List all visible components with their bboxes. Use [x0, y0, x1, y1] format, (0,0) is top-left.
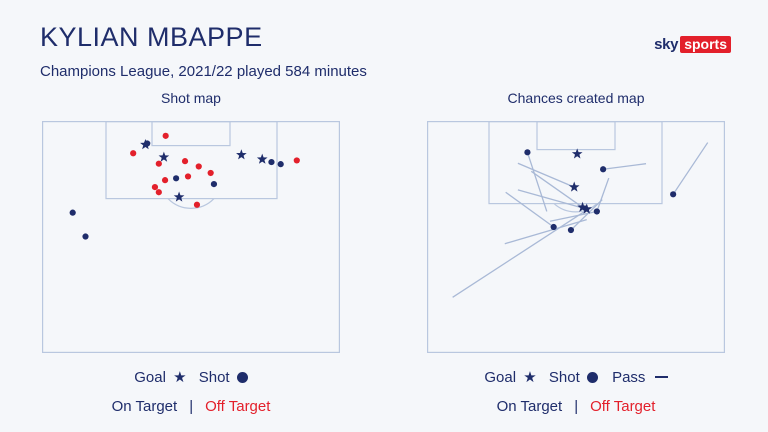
penalty-arc: [553, 203, 598, 213]
shot-map-marks: [69, 132, 300, 240]
pass-line-8: [570, 199, 603, 231]
pass-line-11: [452, 206, 592, 298]
pass-line-7: [505, 191, 555, 228]
shot-dot-marker-17: [293, 157, 300, 164]
penalty-box: [488, 121, 663, 205]
legend-goal-label: Goal: [134, 369, 166, 386]
chances-map-title: Chances created map: [507, 90, 645, 106]
pass-lines: [452, 142, 709, 298]
legend-shot-dot-icon: [236, 372, 248, 383]
chances-map-target-key: On Target | Off Target: [426, 398, 726, 415]
shot-dot-marker-13: [130, 150, 137, 157]
six-yard-box: [536, 121, 616, 151]
goal-star-marker-2: [236, 149, 247, 160]
chances-map-pitch: [427, 121, 725, 353]
shot-dot-marker-15: [155, 160, 162, 167]
shot-dot-marker-14: [181, 158, 189, 165]
legend-shot-dot-icon: [586, 372, 598, 383]
legend-goal-star-icon: ★: [523, 369, 537, 386]
pass-line-3: [672, 142, 709, 195]
shot-dot-marker-7: [593, 208, 600, 215]
shot-dot-marker-19: [161, 177, 169, 184]
shot-dot-marker-8: [550, 223, 557, 231]
chances-map-legend: Goal ★ Shot Pass: [426, 368, 726, 386]
shot-dot-marker-10: [69, 209, 76, 216]
shot-dot-marker-8: [173, 175, 180, 182]
on-target-label: On Target: [111, 398, 178, 415]
pitch-lines: [42, 121, 340, 353]
shot-dot-marker-9: [210, 181, 218, 188]
chances-map-marks: [524, 148, 677, 234]
legend-goal-label: Goal: [484, 369, 517, 386]
off-target-label: Off Target: [590, 398, 656, 415]
shot-dot-marker-22: [155, 189, 162, 196]
shot-map-target-key: On Target | Off Target: [41, 398, 341, 415]
goal-star-marker-6: [581, 203, 593, 214]
shot-map-legend: Goal ★ Shot: [41, 368, 341, 386]
shot-dot-marker-11: [82, 233, 89, 240]
goal-star-marker-3: [256, 153, 268, 164]
pass-line-9: [549, 210, 597, 222]
six-yard-box: [151, 121, 231, 147]
goal-star-marker-5: [577, 201, 588, 212]
shot-dot-marker-7: [277, 161, 284, 168]
goal-star-marker-1: [571, 148, 583, 159]
shot-dot-marker-5: [144, 140, 151, 147]
separator: |: [189, 398, 194, 415]
on-target-label: On Target: [496, 398, 563, 415]
shot-dot-marker-23: [193, 201, 201, 208]
pass-line-2: [517, 162, 575, 188]
logo-sports-text: sports: [680, 36, 731, 53]
shot-map-pitch: [42, 121, 340, 353]
shot-dot-marker-9: [567, 226, 575, 234]
legend-pass-line-icon: [654, 376, 668, 378]
shot-dot-marker-21: [151, 184, 159, 191]
shot-dot-marker-0: [524, 149, 531, 156]
shot-map-title: Shot map: [161, 90, 221, 106]
off-target-label: Off Target: [205, 398, 271, 415]
shot-dot-marker-6: [268, 158, 275, 166]
pitch-lines: [427, 121, 725, 353]
pass-line-1: [603, 163, 647, 170]
shot-dot-marker-12: [162, 132, 169, 139]
goal-star-marker-4: [173, 191, 185, 202]
legend-pass-label: Pass: [612, 369, 646, 386]
shot-dot-marker-4: [670, 191, 677, 198]
pass-line-0: [526, 152, 548, 212]
pass-line-10: [504, 218, 587, 245]
shot-dot-marker-2: [600, 166, 607, 173]
page-subtitle: Champions League, 2021/22 played 584 min…: [40, 63, 367, 80]
goal-star-marker-3: [568, 181, 580, 192]
legend-goal-star-icon: ★: [173, 369, 187, 386]
page-title: KYLIAN MBAPPE: [40, 22, 263, 52]
legend-shot-label: Shot: [198, 369, 230, 386]
logo-sky-text: sky: [654, 36, 679, 53]
penalty-arc: [167, 198, 215, 209]
pass-line-4: [530, 170, 583, 208]
sky-sports-logo: sky sports: [654, 36, 731, 53]
shot-dot-marker-20: [184, 173, 192, 180]
shot-dot-marker-18: [207, 169, 214, 177]
pass-line-5: [517, 189, 587, 210]
pass-line-6: [596, 177, 610, 212]
goal-star-marker-1: [158, 151, 170, 162]
shot-dot-marker-16: [195, 163, 202, 170]
legend-shot-label: Shot: [548, 369, 580, 386]
penalty-box: [105, 121, 278, 200]
separator: |: [574, 398, 579, 415]
